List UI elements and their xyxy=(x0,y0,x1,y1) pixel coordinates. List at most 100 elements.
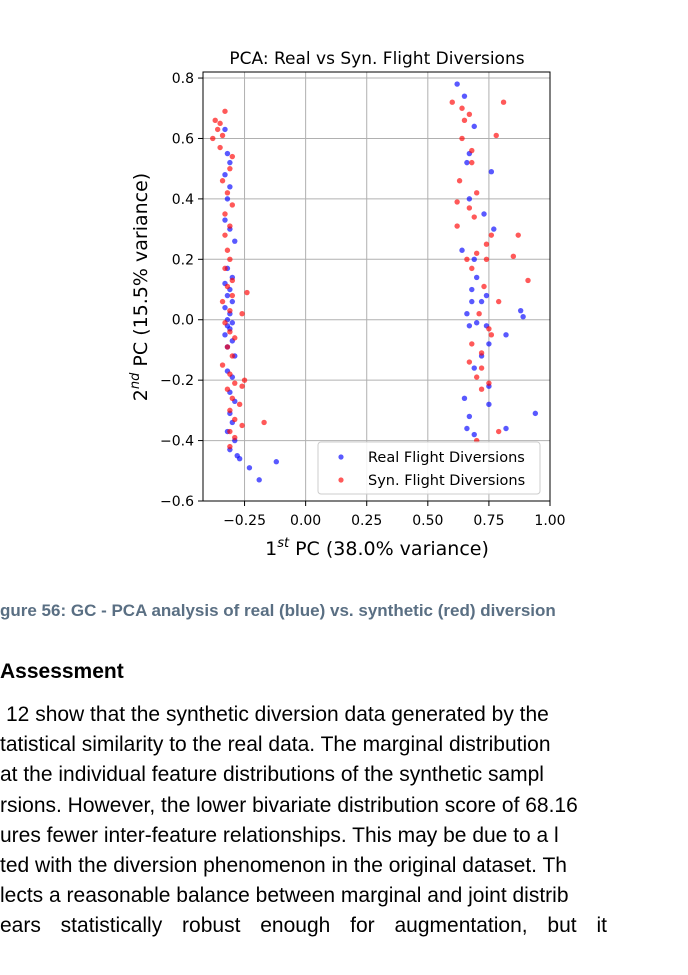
real-diversion-point xyxy=(224,292,231,299)
synthetic-diversion-point xyxy=(232,380,238,386)
synthetic-diversion-point xyxy=(495,298,502,305)
synthetic-diversion-point xyxy=(219,362,226,368)
body-line: ted with the diversion phenomenon in the… xyxy=(0,853,567,877)
synthetic-diversion-point xyxy=(219,132,226,139)
body-line: tatistical similarity to the real data. … xyxy=(0,733,551,757)
synthetic-diversion-point xyxy=(473,250,480,256)
synthetic-diversion-point xyxy=(515,232,521,238)
real-diversion-point xyxy=(532,410,539,417)
synthetic-diversion-point xyxy=(239,422,245,429)
real-diversion-point xyxy=(503,332,509,338)
real-diversion-point xyxy=(473,320,480,326)
synthetic-diversion-point xyxy=(227,307,233,314)
synthetic-diversion-point xyxy=(469,341,475,347)
real-diversion-point xyxy=(483,292,490,299)
synthetic-diversion-point xyxy=(229,153,236,160)
synthetic-diversion-point xyxy=(219,178,226,184)
synthetic-diversion-point xyxy=(217,144,223,151)
synthetic-diversion-point xyxy=(217,120,223,127)
synthetic-diversion-point xyxy=(469,265,475,272)
legend-marker-real xyxy=(338,454,344,460)
synthetic-diversion-point xyxy=(476,310,482,317)
legend-label-real: Real Flight Diversions xyxy=(368,450,525,466)
synthetic-diversion-point xyxy=(478,350,485,356)
y-tick-label: 0.4 xyxy=(172,192,194,208)
synthetic-diversion-point xyxy=(261,419,267,426)
synthetic-diversion-point xyxy=(454,223,460,229)
synthetic-diversion-point xyxy=(244,289,250,296)
y-tick-label: −0.6 xyxy=(160,494,194,510)
synthetic-diversion-point xyxy=(222,320,228,326)
synthetic-diversion-point xyxy=(495,428,502,435)
y-tick-label: 0.2 xyxy=(172,252,194,268)
synthetic-diversion-point xyxy=(222,232,228,238)
real-diversion-point xyxy=(471,256,477,263)
real-diversion-point xyxy=(229,320,236,326)
legend-box xyxy=(317,441,541,495)
synthetic-diversion-point xyxy=(214,126,221,133)
synthetic-diversion-point xyxy=(466,359,473,365)
synthetic-diversion-point xyxy=(224,190,231,196)
real-diversion-point xyxy=(481,211,487,217)
real-diversion-point xyxy=(232,238,238,244)
legend-label-syn: Syn. Flight Diversions xyxy=(368,473,525,489)
synthetic-diversion-point xyxy=(227,443,233,450)
synthetic-diversion-point xyxy=(525,277,531,284)
synthetic-diversion-point xyxy=(481,283,487,290)
x-tick-label: −0.25 xyxy=(223,513,266,529)
synthetic-diversion-point xyxy=(219,298,226,305)
synthetic-diversion-point xyxy=(227,329,233,335)
synthetic-diversion-point xyxy=(229,353,236,359)
body-paragraph: 12 show that the synthetic diversion dat… xyxy=(0,700,688,942)
real-diversion-point xyxy=(227,159,233,166)
real-diversion-point xyxy=(246,465,253,471)
synthetic-diversion-point xyxy=(486,380,492,386)
synthetic-diversion-point xyxy=(459,105,465,111)
real-diversion-point xyxy=(517,307,524,314)
real-diversion-point xyxy=(466,323,473,329)
synthetic-diversion-point xyxy=(227,256,233,263)
chart-legend: Real Flight Diversions Syn. Flight Diver… xyxy=(317,441,541,495)
synthetic-diversion-point xyxy=(241,377,248,383)
y-tick-label: −0.2 xyxy=(160,373,194,389)
synthetic-diversion-point xyxy=(510,253,517,259)
synthetic-diversion-point xyxy=(461,117,468,124)
synthetic-diversion-point xyxy=(227,165,233,172)
synthetic-diversion-point xyxy=(483,241,490,247)
real-diversion-point xyxy=(464,159,470,166)
synthetic-diversion-point xyxy=(224,344,231,350)
chart-title: PCA: Real vs Syn. Flight Diversions xyxy=(229,49,524,69)
real-diversion-point xyxy=(229,298,236,305)
synthetic-diversion-point xyxy=(232,434,238,441)
x-axis-label: 1st PC (38.0% variance) xyxy=(265,536,489,560)
synthetic-diversion-point xyxy=(227,223,233,229)
synthetic-diversion-point xyxy=(236,401,243,408)
synthetic-diversion-point xyxy=(469,159,475,166)
body-line: ears statistically robust enough for aug… xyxy=(0,914,607,938)
synthetic-diversion-point xyxy=(232,416,238,423)
real-diversion-point xyxy=(469,298,475,305)
real-diversion-point xyxy=(461,93,468,99)
synthetic-diversion-point xyxy=(224,247,231,253)
synthetic-diversion-point xyxy=(229,277,236,284)
synthetic-diversion-point xyxy=(466,205,473,211)
real-diversion-point xyxy=(486,341,492,347)
synthetic-diversion-point xyxy=(478,365,485,371)
synthetic-diversion-point xyxy=(239,310,245,317)
figure-caption: gure 56: GC - PCA analysis of real (blue… xyxy=(0,601,556,620)
real-diversion-point xyxy=(256,477,262,483)
synthetic-diversion-point xyxy=(224,386,231,392)
synthetic-diversion-point xyxy=(500,99,507,105)
real-diversion-point xyxy=(471,431,477,438)
real-diversion-point xyxy=(222,332,228,338)
real-diversion-point xyxy=(222,126,228,133)
synthetic-diversion-point xyxy=(469,147,475,154)
real-diversion-point xyxy=(466,196,473,202)
x-tick-label: 1.00 xyxy=(534,513,565,529)
synthetic-diversion-point xyxy=(227,428,233,435)
y-tick-label: 0.6 xyxy=(172,131,194,147)
synthetic-diversion-point xyxy=(222,211,228,217)
synthetic-diversion-point xyxy=(232,335,238,341)
real-diversion-point xyxy=(486,401,492,408)
real-diversion-point xyxy=(236,456,243,462)
